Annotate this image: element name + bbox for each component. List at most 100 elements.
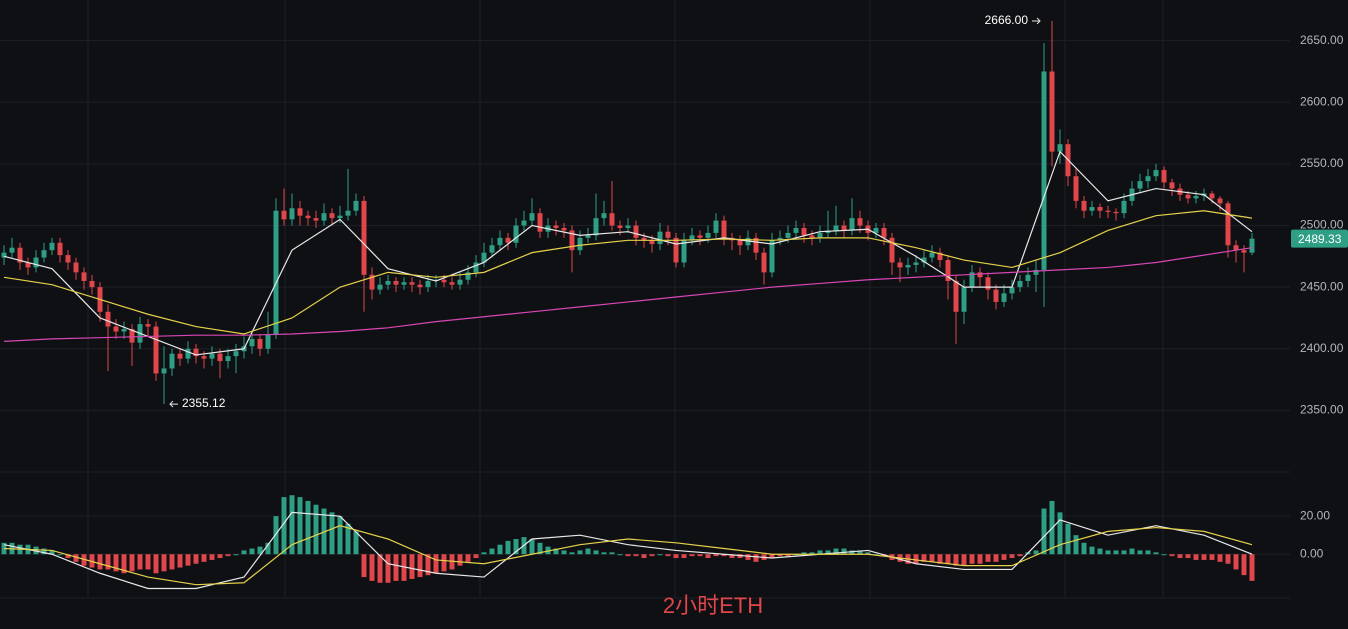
macd-bar: [113, 554, 119, 572]
candle-body: [153, 326, 159, 374]
macd-bar: [689, 554, 695, 557]
macd-bar: [841, 548, 847, 555]
candle-body: [249, 338, 255, 347]
candle-body: [161, 368, 167, 374]
macd-bar: [913, 554, 919, 564]
candle-body: [505, 237, 511, 243]
candle-body: [1241, 250, 1247, 253]
candle-body: [913, 262, 919, 265]
candle-body: [57, 242, 63, 256]
candle-body: [721, 220, 727, 238]
macd-bar: [409, 554, 415, 579]
macd-bar: [1161, 554, 1167, 556]
last-price-label: 2489.33: [1298, 232, 1342, 246]
candle-body: [809, 235, 815, 238]
macd-bar: [257, 546, 263, 555]
macd-bar: [361, 554, 367, 578]
candle-body: [401, 282, 407, 285]
candle-body: [761, 252, 767, 273]
macd-bar: [665, 554, 671, 557]
candle-body: [233, 351, 239, 357]
macd-bar: [129, 554, 135, 572]
macd-bar: [529, 539, 535, 555]
candle-body: [25, 262, 31, 268]
candle-body: [329, 213, 335, 219]
macd-bar: [809, 552, 815, 555]
macd-bar: [193, 554, 199, 564]
candle-body: [577, 237, 583, 251]
candle-body: [1081, 200, 1087, 211]
macd-bar: [1121, 550, 1127, 555]
candle-body: [385, 280, 391, 285]
candle-body: [41, 250, 47, 258]
macd-bar: [185, 554, 191, 566]
grid: 2350.00 2400.00 2450.00 2500.00 2550.00 2600.…: [0, 0, 1344, 599]
candle-body: [689, 235, 695, 241]
macd-bar: [433, 554, 439, 574]
candle-body: [1169, 182, 1175, 189]
candle-body: [377, 284, 383, 290]
candle-body: [561, 227, 567, 231]
macd-bar: [1177, 554, 1183, 559]
macd-bar: [617, 554, 623, 556]
candle-body: [977, 272, 983, 278]
macd-bar: [49, 550, 55, 555]
candle-body: [905, 264, 911, 268]
macd-bar: [489, 548, 495, 555]
candle-body: [1193, 195, 1199, 199]
macd-bar: [425, 554, 431, 576]
candle-body: [785, 232, 791, 238]
candle-body: [1185, 194, 1191, 199]
macd-bar: [305, 500, 311, 555]
candle-body: [673, 237, 679, 263]
macd-bar: [377, 554, 383, 583]
macd-bar: [585, 548, 591, 555]
candle-body: [417, 284, 423, 288]
macd-bar: [1041, 508, 1047, 555]
candle-body: [817, 232, 823, 238]
macd-bar: [89, 554, 95, 568]
plot: 2489.33 2666.00 2355.12: [1, 13, 1348, 590]
candle-body: [1233, 245, 1239, 251]
y-tick-label: 2400.00: [1300, 341, 1344, 355]
macd-bar: [73, 554, 79, 562]
macd-bar: [161, 554, 167, 572]
candle-body: [681, 240, 687, 263]
macd-bar: [121, 554, 127, 574]
candle-body: [769, 240, 775, 273]
macd-bar: [313, 504, 319, 555]
candle-body: [201, 356, 207, 359]
macd-bar: [169, 554, 175, 570]
candle-body: [857, 218, 863, 226]
candle-body: [1121, 200, 1127, 214]
candle-body: [81, 272, 87, 281]
candle-body: [465, 272, 471, 280]
candle-body: [609, 213, 615, 226]
macd-bar: [1057, 512, 1063, 555]
macd-bar: [961, 554, 967, 566]
macd-bar: [217, 554, 223, 559]
macd-bar: [945, 554, 951, 564]
candle-body: [449, 282, 455, 285]
macd-bar: [345, 523, 351, 555]
candle-body: [305, 215, 311, 219]
macd-bar: [641, 554, 647, 559]
macd-bar: [177, 554, 183, 568]
candle-body: [265, 333, 271, 349]
candle-body: [441, 279, 447, 283]
candle-body: [89, 280, 95, 288]
macd-bar: [1033, 550, 1039, 555]
candle-body: [697, 235, 703, 238]
candle-body: [801, 227, 807, 236]
macd-bar: [697, 554, 703, 557]
candle-body: [641, 237, 647, 241]
macd-bar: [673, 554, 679, 559]
candle-body: [993, 289, 999, 302]
macd-bar: [57, 554, 63, 556]
macd-line: [3, 511, 1253, 590]
candle-body: [881, 227, 887, 238]
candle-body: [257, 338, 263, 349]
macd-bar: [1249, 554, 1255, 581]
candle-body: [585, 235, 591, 238]
macd-bar: [209, 554, 215, 560]
